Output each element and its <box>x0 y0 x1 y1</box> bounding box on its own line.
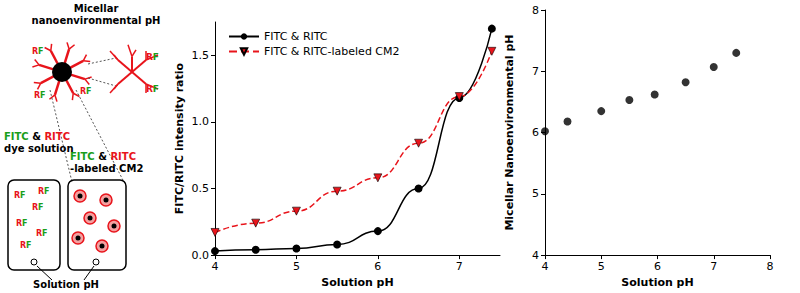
svg-text:R: R <box>146 52 153 62</box>
svg-text:8: 8 <box>532 4 539 17</box>
svg-text:R: R <box>34 91 41 100</box>
svg-text:FITC & RITC: FITC & RITC <box>70 151 136 162</box>
svg-text:F: F <box>42 229 47 238</box>
svg-text:R: R <box>32 203 39 212</box>
svg-text:6: 6 <box>532 126 539 139</box>
svg-text:-labeled CM2: -labeled CM2 <box>70 163 143 174</box>
svg-text:R: R <box>146 84 153 94</box>
svg-text:5: 5 <box>532 187 539 200</box>
svg-text:FITC & RITC: FITC & RITC <box>264 30 328 43</box>
svg-text:R: R <box>36 229 43 238</box>
svg-text:Solution pH: Solution pH <box>321 276 393 289</box>
svg-text:dye solution: dye solution <box>4 143 74 154</box>
svg-text:R: R <box>14 191 21 200</box>
svg-text:0.5: 0.5 <box>192 182 210 195</box>
svg-text:R: R <box>38 187 45 196</box>
svg-text:5: 5 <box>293 260 300 273</box>
svg-text:4: 4 <box>542 260 549 273</box>
svg-text:8: 8 <box>767 260 774 273</box>
svg-text:1.5: 1.5 <box>192 49 210 62</box>
svg-text:F: F <box>153 84 159 94</box>
svg-text:R: R <box>20 241 27 250</box>
svg-text:R: R <box>80 87 87 96</box>
svg-text:F: F <box>86 87 91 96</box>
svg-text:4: 4 <box>212 260 219 273</box>
svg-text:F: F <box>40 91 45 100</box>
svg-text:Micellar Nanoenvironmental pH: Micellar Nanoenvironmental pH <box>503 35 516 231</box>
svg-text:7: 7 <box>532 65 539 78</box>
svg-text:nanoenvironmental pH: nanoenvironmental pH <box>32 15 161 26</box>
svg-text:F: F <box>44 187 49 196</box>
svg-text:FITC & RITC: FITC & RITC <box>4 131 70 142</box>
svg-text:4: 4 <box>532 249 539 262</box>
svg-text:Micellar: Micellar <box>74 3 119 14</box>
svg-text:F: F <box>20 191 25 200</box>
svg-text:F: F <box>153 52 159 62</box>
svg-text:F: F <box>38 203 43 212</box>
svg-text:F: F <box>26 241 31 250</box>
svg-text:R: R <box>32 47 39 56</box>
svg-text:7: 7 <box>710 260 717 273</box>
svg-text:6: 6 <box>374 260 381 273</box>
svg-text:7: 7 <box>456 260 463 273</box>
svg-text:FITC/RITC intensity ratio: FITC/RITC intensity ratio <box>173 62 186 214</box>
svg-text:Solution pH: Solution pH <box>621 276 693 289</box>
svg-text:0.0: 0.0 <box>192 249 210 262</box>
svg-text:F: F <box>22 219 27 228</box>
svg-text:F: F <box>38 47 43 56</box>
svg-text:6: 6 <box>654 260 661 273</box>
svg-text:Solution pH: Solution pH <box>33 279 99 290</box>
svg-text:FITC & RITC-labeled CM2: FITC & RITC-labeled CM2 <box>264 45 400 58</box>
svg-text:5: 5 <box>598 260 605 273</box>
svg-text:R: R <box>16 219 23 228</box>
svg-text:1.0: 1.0 <box>192 115 210 128</box>
